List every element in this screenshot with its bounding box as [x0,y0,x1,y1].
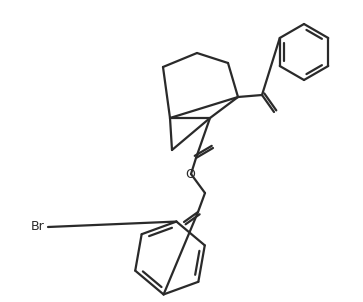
Text: O: O [185,168,195,181]
Text: Br: Br [31,220,45,233]
